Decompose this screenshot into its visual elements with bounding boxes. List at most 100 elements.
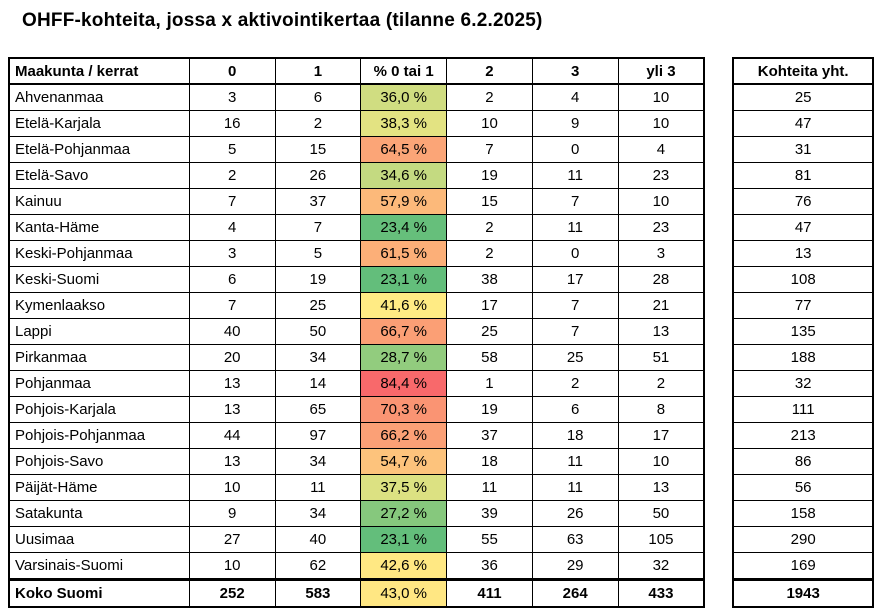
count-2-cell: 55 (446, 526, 533, 553)
count-over-3-cell: 433 (617, 578, 705, 608)
count-over-3-cell: 10 (617, 83, 705, 111)
count-2-cell: 11 (446, 474, 533, 501)
total-row: Koko Suomi 252 583 43,0 % 411 264 433 (8, 578, 705, 608)
percent-0-or-1-cell: 66,2 % (360, 422, 448, 449)
region-name-cell: Etelä-Karjala (8, 110, 190, 137)
count-over-3-cell: 4 (617, 136, 705, 163)
count-1-cell: 2 (274, 110, 362, 137)
percent-0-or-1-cell: 37,5 % (360, 474, 448, 501)
region-name-cell: Kainuu (8, 188, 190, 215)
total-count-cell: 1943 (732, 578, 874, 608)
region-name-cell: Koko Suomi (8, 578, 190, 608)
total-count-cell: 169 (732, 552, 874, 580)
region-name-cell: Pohjois-Karjala (8, 396, 190, 423)
table-body: Ahvenanmaa 3 6 36,0 % 2 4 10 Etelä-Karjala 16 2 38… (8, 83, 705, 608)
table-row: Pohjanmaa 13 14 84,4 % 1 2 2 (8, 370, 705, 397)
total-count-cell: 188 (732, 344, 874, 371)
percent-0-or-1-cell: 84,4 % (360, 370, 448, 397)
total-count-row: 56 (732, 474, 874, 501)
count-3-cell: 2 (531, 370, 619, 397)
table-row: Lappi 40 50 66,7 % 25 7 13 (8, 318, 705, 345)
count-over-3-cell: 13 (617, 318, 705, 345)
region-name-cell: Keski-Pohjanmaa (8, 240, 190, 267)
count-2-cell: 17 (446, 292, 533, 319)
count-1-cell: 40 (274, 526, 362, 553)
count-0-cell: 9 (188, 500, 276, 527)
count-2-cell: 10 (446, 110, 533, 137)
count-over-3-cell: 17 (617, 422, 705, 449)
count-3-cell: 11 (531, 214, 619, 241)
percent-0-or-1-cell: 23,1 % (360, 526, 448, 553)
total-count-row: 86 (732, 448, 874, 475)
grand-total-row: 1943 (732, 578, 874, 608)
percent-0-or-1-cell: 38,3 % (360, 110, 448, 137)
count-0-cell: 3 (188, 83, 276, 111)
count-over-3-cell: 2 (617, 370, 705, 397)
count-over-3-cell: 23 (617, 214, 705, 241)
table-row: Keski-Pohjanmaa 3 5 61,5 % 2 0 3 (8, 240, 705, 267)
region-name-cell: Pohjois-Pohjanmaa (8, 422, 190, 449)
count-over-3-cell: 23 (617, 162, 705, 189)
region-name-cell: Satakunta (8, 500, 190, 527)
count-0-cell: 20 (188, 344, 276, 371)
count-1-cell: 65 (274, 396, 362, 423)
total-count-cell: 25 (732, 83, 874, 111)
percent-0-or-1-cell: 41,6 % (360, 292, 448, 319)
count-1-cell: 50 (274, 318, 362, 345)
region-name-cell: Kanta-Häme (8, 214, 190, 241)
count-0-cell: 10 (188, 474, 276, 501)
percent-0-or-1-cell: 66,7 % (360, 318, 448, 345)
count-over-3-cell: 10 (617, 110, 705, 137)
tables-container: Maakunta / kerrat 0 1% 0 tai 1 2 3 yli 3 Ahve… (8, 57, 874, 608)
table-row: Satakunta 9 34 27,2 % 39 26 50 (8, 500, 705, 527)
percent-0-or-1-cell: 42,6 % (360, 552, 448, 580)
count-0-cell: 44 (188, 422, 276, 449)
total-count-row: 135 (732, 318, 874, 345)
percent-0-or-1-cell: 27,2 % (360, 500, 448, 527)
count-1-cell: 26 (274, 162, 362, 189)
total-count-cell: 111 (732, 396, 874, 423)
count-3-cell: 0 (531, 136, 619, 163)
table-row: Pohjois-Karjala 13 65 70,3 % 19 6 8 (8, 396, 705, 423)
count-2-cell: 7 (446, 136, 533, 163)
count-2-cell: 411 (446, 578, 533, 608)
total-count-cell: 32 (732, 370, 874, 397)
count-over-3-cell: 10 (617, 448, 705, 475)
count-1-cell: 25 (274, 292, 362, 319)
total-count-cell: 81 (732, 162, 874, 189)
page-title: OHFF-kohteita, jossa x aktivointikertaa … (22, 10, 543, 31)
count-3-cell: 11 (531, 448, 619, 475)
totals-table: Kohteita yht. 25 47 31 81 76 47 13 108 77 135 188 3… (732, 57, 874, 608)
count-over-3-cell: 3 (617, 240, 705, 267)
count-0-cell: 13 (188, 370, 276, 397)
region-name-cell: Kymenlaakso (8, 292, 190, 319)
count-2-cell: 1 (446, 370, 533, 397)
percent-0-or-1-cell: 34,6 % (360, 162, 448, 189)
count-0-cell: 4 (188, 214, 276, 241)
count-2-cell: 37 (446, 422, 533, 449)
column-header: 3 (531, 57, 619, 85)
total-count-cell: 76 (732, 188, 874, 215)
total-count-row: 47 (732, 214, 874, 241)
total-count-cell: 108 (732, 266, 874, 293)
count-0-cell: 10 (188, 552, 276, 580)
region-name-cell: Lappi (8, 318, 190, 345)
total-count-row: 81 (732, 162, 874, 189)
count-3-cell: 26 (531, 500, 619, 527)
totals-header-row: Kohteita yht. (732, 57, 874, 85)
count-0-cell: 40 (188, 318, 276, 345)
total-count-row: 108 (732, 266, 874, 293)
table-header-row: Maakunta / kerrat 0 1% 0 tai 1 2 3 yli 3 (8, 57, 705, 85)
table-row: Pohjois-Savo 13 34 54,7 % 18 11 10 (8, 448, 705, 475)
table-row: Etelä-Savo 2 26 34,6 % 19 11 23 (8, 162, 705, 189)
count-3-cell: 29 (531, 552, 619, 580)
count-2-cell: 2 (446, 240, 533, 267)
total-count-row: 47 (732, 110, 874, 137)
count-3-cell: 4 (531, 83, 619, 111)
count-2-cell: 25 (446, 318, 533, 345)
column-header: yli 3 (617, 57, 705, 85)
table-row: Kanta-Häme 4 7 23,4 % 2 11 23 (8, 214, 705, 241)
total-count-cell: 135 (732, 318, 874, 345)
count-1-cell: 34 (274, 500, 362, 527)
count-1-cell: 6 (274, 83, 362, 111)
